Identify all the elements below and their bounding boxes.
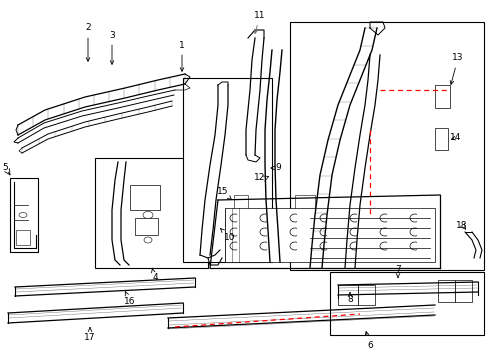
Text: 16: 16 <box>124 292 136 306</box>
Bar <box>437 280 454 302</box>
Bar <box>130 185 160 210</box>
Bar <box>289 22 483 270</box>
Text: 4: 4 <box>151 268 158 283</box>
Text: 11: 11 <box>254 11 265 33</box>
Bar <box>434 85 449 108</box>
Text: 13: 13 <box>449 54 463 84</box>
Text: 8: 8 <box>346 293 352 305</box>
Text: 6: 6 <box>365 332 372 350</box>
Bar <box>329 272 483 335</box>
Text: 12: 12 <box>254 174 265 183</box>
Text: 2: 2 <box>85 23 91 61</box>
Text: 18: 18 <box>455 220 467 230</box>
Text: 5: 5 <box>2 162 8 171</box>
Text: 10: 10 <box>220 229 235 243</box>
Bar <box>95 158 207 268</box>
Bar <box>10 178 38 252</box>
Text: 15: 15 <box>217 188 231 199</box>
Ellipse shape <box>142 211 153 219</box>
Text: 14: 14 <box>449 134 461 143</box>
Text: 17: 17 <box>84 328 96 342</box>
Text: 1: 1 <box>179 40 184 71</box>
Bar <box>434 128 447 150</box>
Bar <box>357 285 374 305</box>
Text: 9: 9 <box>270 163 280 172</box>
Bar <box>135 218 158 235</box>
Bar <box>236 215 247 225</box>
Ellipse shape <box>19 212 27 217</box>
Ellipse shape <box>143 237 152 243</box>
Text: 7: 7 <box>394 266 400 278</box>
Bar <box>224 208 434 262</box>
Bar <box>16 230 30 245</box>
Bar <box>183 78 271 262</box>
Bar <box>337 285 357 305</box>
Bar <box>234 195 247 210</box>
Bar <box>454 280 471 302</box>
Text: 3: 3 <box>109 31 115 64</box>
Bar <box>294 195 314 215</box>
